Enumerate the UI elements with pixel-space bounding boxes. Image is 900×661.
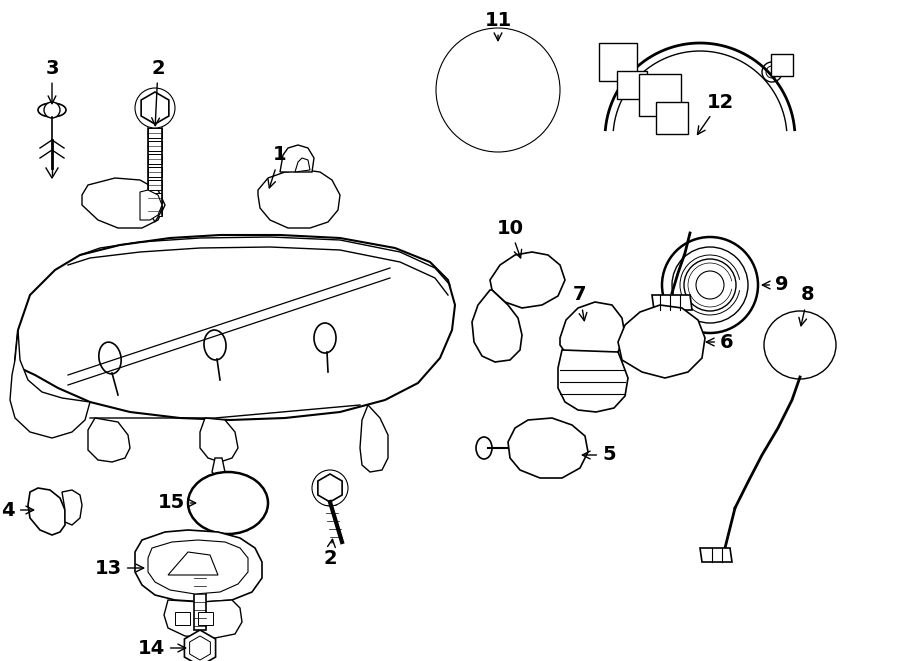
Text: 2: 2 xyxy=(323,539,337,568)
Polygon shape xyxy=(15,235,455,420)
Polygon shape xyxy=(10,330,90,438)
Polygon shape xyxy=(198,612,213,625)
Polygon shape xyxy=(212,458,225,478)
Ellipse shape xyxy=(482,339,512,349)
Text: 14: 14 xyxy=(138,639,185,658)
Circle shape xyxy=(672,247,748,323)
Polygon shape xyxy=(184,630,216,661)
Polygon shape xyxy=(141,92,169,124)
Circle shape xyxy=(650,330,674,354)
Circle shape xyxy=(790,335,810,355)
Polygon shape xyxy=(639,74,681,116)
Ellipse shape xyxy=(764,311,836,379)
Ellipse shape xyxy=(314,323,336,353)
Polygon shape xyxy=(508,418,588,478)
Polygon shape xyxy=(148,180,162,190)
Polygon shape xyxy=(258,170,340,228)
Circle shape xyxy=(640,320,684,364)
Polygon shape xyxy=(656,102,688,134)
Polygon shape xyxy=(82,178,165,228)
Circle shape xyxy=(490,82,506,98)
Ellipse shape xyxy=(482,315,512,325)
Polygon shape xyxy=(652,295,692,310)
Text: 3: 3 xyxy=(45,59,58,104)
Polygon shape xyxy=(295,158,310,172)
Polygon shape xyxy=(164,600,242,638)
Polygon shape xyxy=(200,418,238,462)
Ellipse shape xyxy=(188,472,268,534)
Circle shape xyxy=(135,88,175,128)
Circle shape xyxy=(111,203,119,211)
Polygon shape xyxy=(771,54,793,76)
Text: 11: 11 xyxy=(484,11,511,41)
Circle shape xyxy=(436,28,560,152)
Polygon shape xyxy=(280,145,314,172)
Circle shape xyxy=(312,470,348,506)
Polygon shape xyxy=(148,167,162,177)
Ellipse shape xyxy=(204,330,226,360)
Circle shape xyxy=(684,259,736,311)
Polygon shape xyxy=(62,490,82,525)
Text: 12: 12 xyxy=(698,93,733,134)
Polygon shape xyxy=(168,552,218,575)
Text: 6: 6 xyxy=(706,332,733,352)
Polygon shape xyxy=(599,43,637,81)
Polygon shape xyxy=(148,193,162,203)
Polygon shape xyxy=(360,405,388,472)
Polygon shape xyxy=(700,548,732,562)
Polygon shape xyxy=(490,252,565,308)
Circle shape xyxy=(107,199,123,215)
Polygon shape xyxy=(558,350,628,412)
Text: 10: 10 xyxy=(497,219,524,258)
Circle shape xyxy=(762,62,782,82)
Circle shape xyxy=(44,102,60,118)
Text: 1: 1 xyxy=(268,145,287,188)
Polygon shape xyxy=(148,128,162,138)
Text: 7: 7 xyxy=(573,286,587,321)
Circle shape xyxy=(696,271,724,299)
Polygon shape xyxy=(148,540,248,594)
Polygon shape xyxy=(148,154,162,164)
Polygon shape xyxy=(318,474,342,502)
Circle shape xyxy=(440,32,556,148)
Circle shape xyxy=(778,323,822,367)
Polygon shape xyxy=(148,206,162,216)
Text: 9: 9 xyxy=(762,276,788,295)
Ellipse shape xyxy=(482,327,512,337)
Polygon shape xyxy=(148,141,162,151)
Circle shape xyxy=(768,313,832,377)
Polygon shape xyxy=(190,636,211,660)
Ellipse shape xyxy=(99,342,122,374)
Polygon shape xyxy=(560,302,625,364)
Ellipse shape xyxy=(38,103,66,117)
Polygon shape xyxy=(618,305,705,378)
Text: 8: 8 xyxy=(799,286,815,326)
Text: 13: 13 xyxy=(94,559,144,578)
Circle shape xyxy=(41,507,55,521)
Circle shape xyxy=(145,98,165,118)
Polygon shape xyxy=(617,71,647,99)
Text: 2: 2 xyxy=(151,59,165,126)
Circle shape xyxy=(662,237,758,333)
Text: 15: 15 xyxy=(158,494,195,512)
Circle shape xyxy=(766,66,778,78)
Ellipse shape xyxy=(476,437,492,459)
Polygon shape xyxy=(472,290,522,362)
Polygon shape xyxy=(140,190,162,220)
Polygon shape xyxy=(194,562,206,575)
Circle shape xyxy=(322,480,338,496)
Polygon shape xyxy=(88,418,130,462)
Text: 5: 5 xyxy=(582,446,616,465)
Polygon shape xyxy=(175,612,190,625)
Polygon shape xyxy=(28,488,65,535)
Polygon shape xyxy=(194,575,206,630)
Polygon shape xyxy=(135,530,262,602)
Text: 4: 4 xyxy=(2,500,33,520)
Polygon shape xyxy=(148,210,162,222)
